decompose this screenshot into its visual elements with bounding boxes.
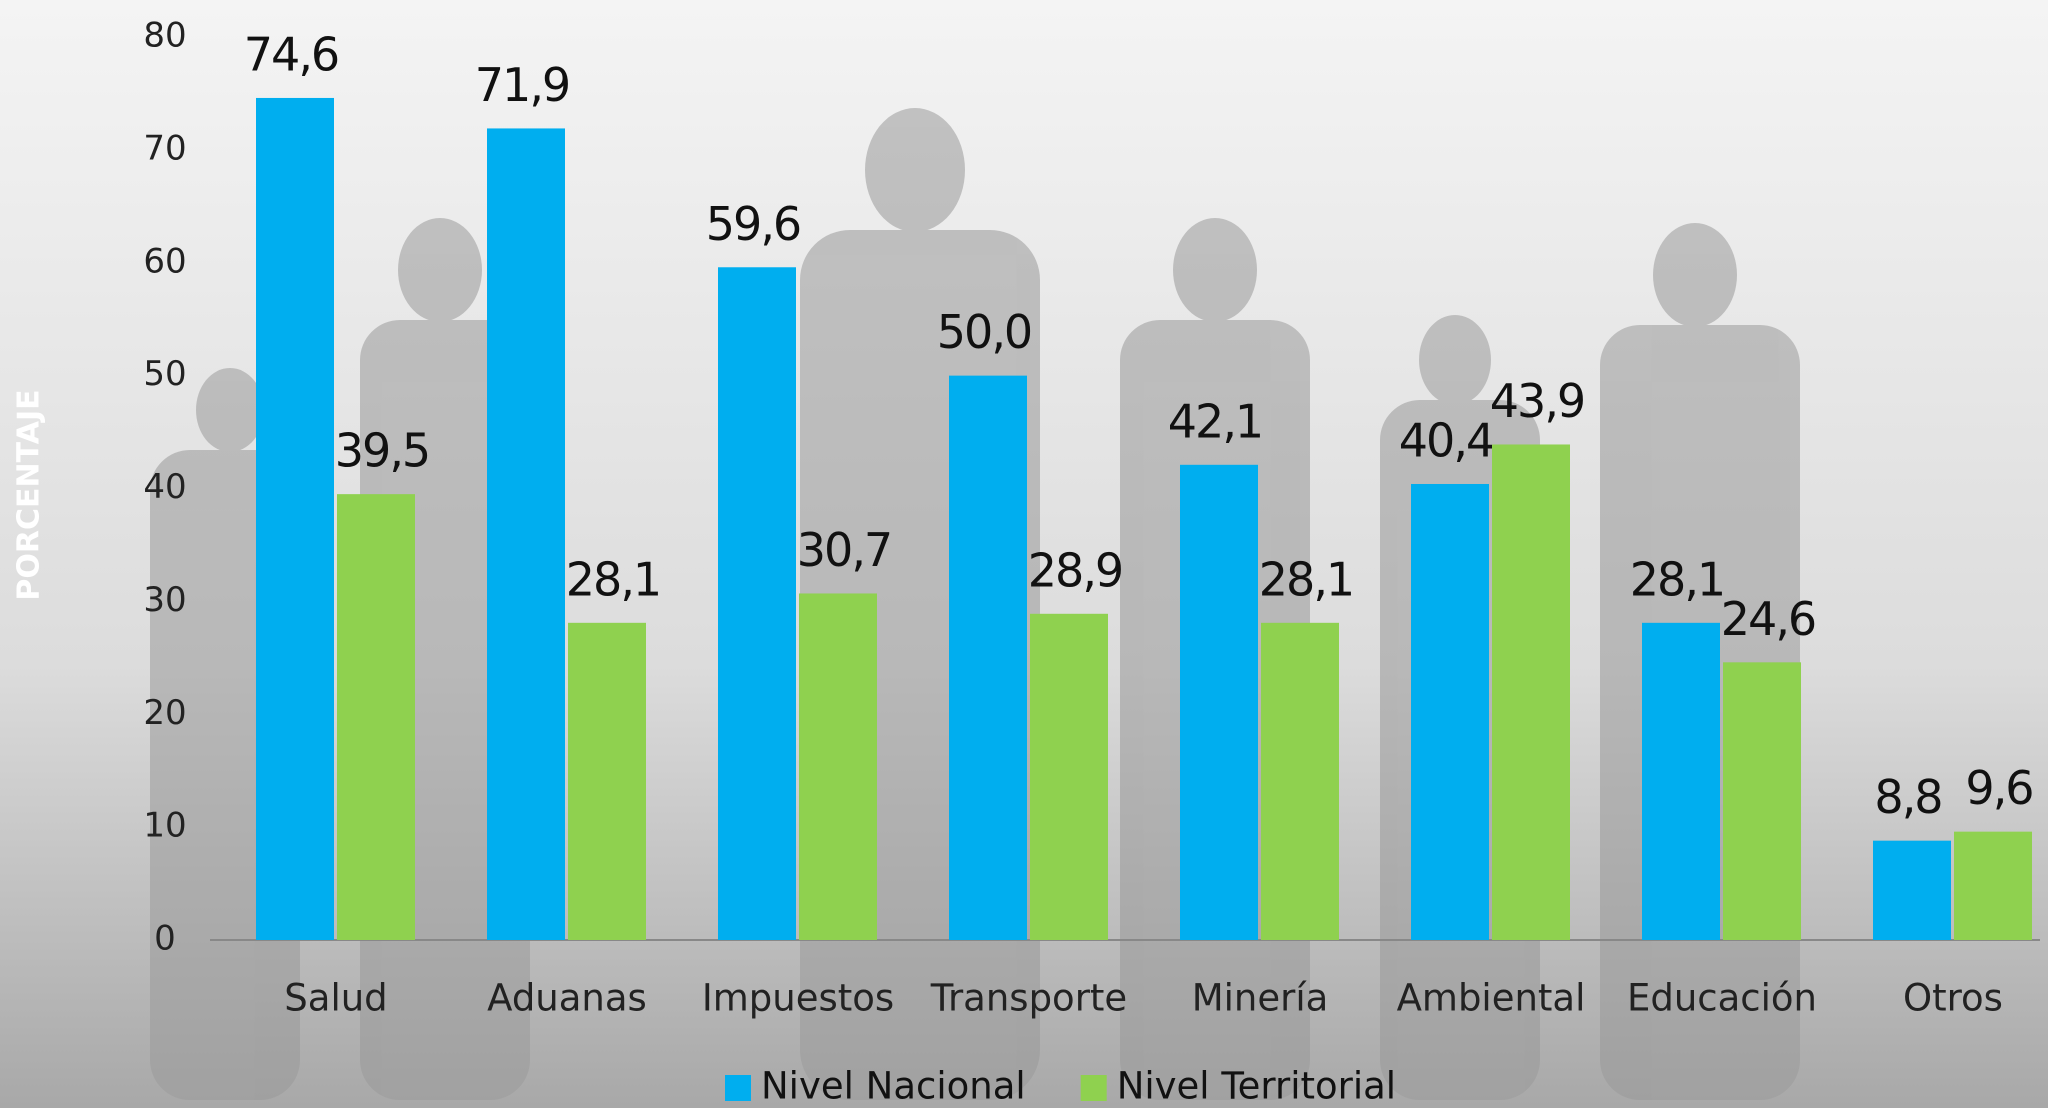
bar xyxy=(1180,464,1258,940)
bar xyxy=(337,494,415,940)
legend-swatch xyxy=(1080,1075,1107,1101)
bar xyxy=(1411,483,1489,940)
x-tick-label: Salud xyxy=(284,977,387,1020)
value-label: 28,9 xyxy=(1028,543,1122,597)
legend-label: Nivel Territorial xyxy=(1117,1065,1396,1108)
x-tick-label: Impuestos xyxy=(702,977,894,1020)
y-axis-label: PORCENTAJE xyxy=(12,389,47,600)
y-tick-label: 80 xyxy=(143,16,186,56)
value-label: 39,5 xyxy=(335,424,429,478)
y-tick-label: 20 xyxy=(143,693,186,733)
x-tick-label: Minería xyxy=(1192,977,1329,1020)
bar xyxy=(1873,840,1951,940)
x-tick-label: Ambiental xyxy=(1397,977,1586,1020)
y-tick-label: 40 xyxy=(143,467,186,507)
y-tick-label: 10 xyxy=(143,806,186,846)
bar xyxy=(568,622,646,940)
bar xyxy=(256,97,334,940)
bar xyxy=(799,593,877,940)
bar xyxy=(1723,662,1801,940)
bar xyxy=(949,375,1027,940)
legend-swatch xyxy=(725,1075,751,1101)
y-tick-label: 30 xyxy=(143,580,186,620)
value-label: 28,1 xyxy=(1259,552,1353,606)
value-label: 9,6 xyxy=(1965,761,2032,815)
value-label: 30,7 xyxy=(797,523,891,577)
value-label: 40,4 xyxy=(1399,413,1493,467)
bar xyxy=(487,128,565,940)
x-tick-label: Aduanas xyxy=(487,977,647,1020)
value-label: 43,9 xyxy=(1490,374,1584,428)
value-label: 24,6 xyxy=(1721,592,1815,646)
legend-label: Nivel Nacional xyxy=(761,1065,1026,1108)
y-tick-label: 60 xyxy=(143,241,186,281)
x-tick-label: Transporte xyxy=(930,977,1127,1020)
value-label: 28,1 xyxy=(566,552,660,606)
x-tick-label: Educación xyxy=(1627,977,1817,1020)
x-tick-label: Otros xyxy=(1903,977,2003,1020)
y-tick-label: 70 xyxy=(143,128,186,168)
bar xyxy=(1492,444,1570,940)
value-label: 42,1 xyxy=(1168,394,1262,448)
bar xyxy=(1954,831,2032,940)
value-label: 59,6 xyxy=(706,197,800,251)
value-label: 28,1 xyxy=(1630,552,1724,606)
bar xyxy=(1261,622,1339,940)
value-label: 71,9 xyxy=(475,58,569,112)
value-label: 74,6 xyxy=(244,27,338,81)
y-tick-label: 0 xyxy=(154,919,176,959)
bar xyxy=(1642,622,1720,940)
value-label: 50,0 xyxy=(937,305,1031,359)
y-tick-label: 50 xyxy=(143,354,186,394)
value-label: 8,8 xyxy=(1874,770,1941,824)
bar xyxy=(1030,613,1108,940)
bar xyxy=(718,267,796,940)
